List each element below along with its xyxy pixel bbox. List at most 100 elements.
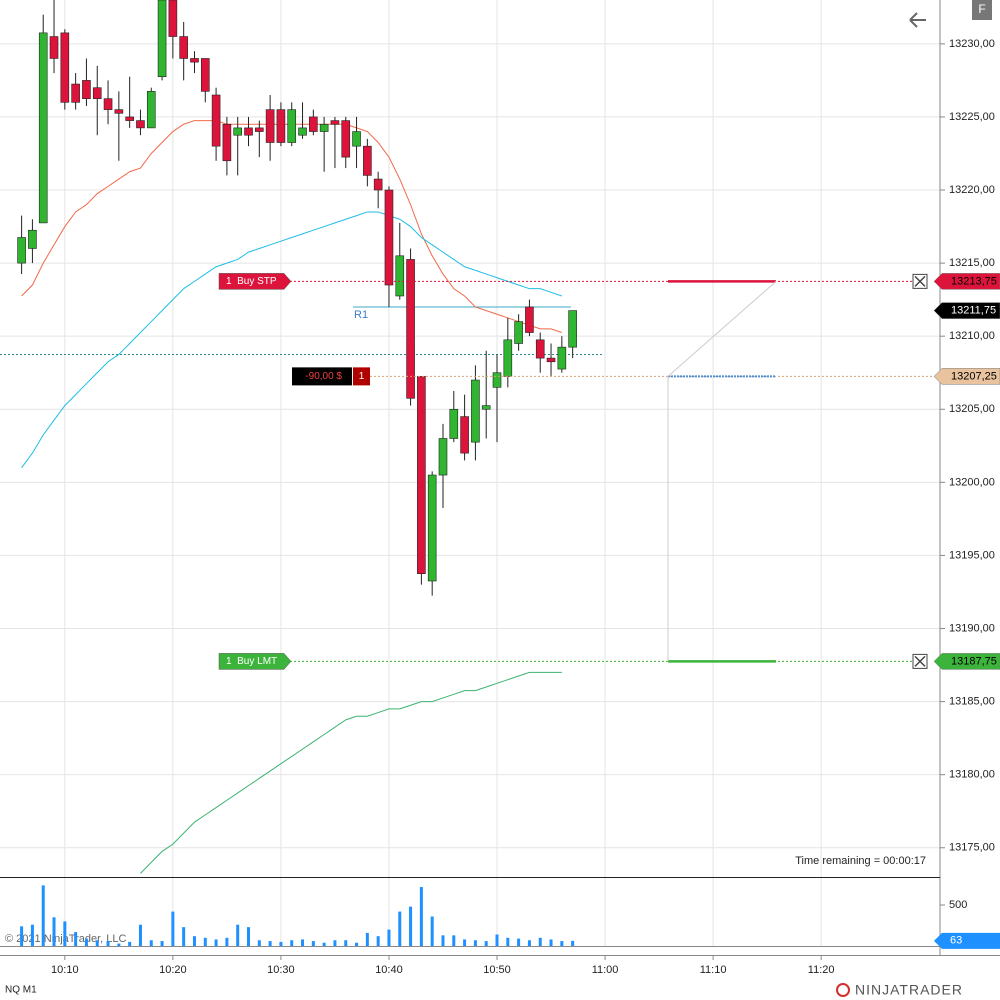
candle-body xyxy=(427,474,437,582)
candle-body xyxy=(309,116,318,132)
y-tick-label: 13210,00 xyxy=(949,330,995,342)
volume-bar xyxy=(355,942,359,946)
candle-body xyxy=(103,98,113,110)
volume-bar xyxy=(365,932,369,946)
price-badge-label: 13207,25 xyxy=(951,370,997,382)
price-badge xyxy=(933,273,1000,290)
volume-bar xyxy=(106,941,110,946)
volume-bar xyxy=(160,941,164,946)
order-tag xyxy=(218,273,292,290)
volume-bar xyxy=(74,932,78,946)
candle-body xyxy=(449,408,459,439)
candle-body xyxy=(92,87,102,99)
time-remaining: Time remaining = 00:00:17 xyxy=(795,855,926,867)
volume-bar xyxy=(322,942,326,946)
candle-body xyxy=(125,116,134,121)
logo-icon xyxy=(836,983,850,997)
y-tick-label: 13205,00 xyxy=(949,403,995,415)
volume-bar xyxy=(214,939,218,946)
order-cancel-x xyxy=(914,655,926,667)
volume-bar xyxy=(398,911,402,946)
volume-bar xyxy=(236,924,240,946)
grid xyxy=(0,0,940,946)
candle-body xyxy=(525,306,534,333)
price-badge-label: 13187,75 xyxy=(951,655,997,667)
volume-bar xyxy=(387,929,391,946)
candle-body xyxy=(438,438,448,476)
quantity-box xyxy=(353,367,370,386)
indicator-line xyxy=(140,671,562,874)
candle-body xyxy=(244,127,253,136)
x-tick-label: 10:50 xyxy=(483,964,511,976)
candle-body xyxy=(168,0,178,37)
volume-bar xyxy=(171,911,175,946)
x-tick-label: 11:20 xyxy=(808,964,835,976)
volume-bar xyxy=(95,940,99,946)
candle-body xyxy=(298,127,307,136)
candle-body xyxy=(38,32,48,224)
volume-bar xyxy=(290,940,294,946)
volume-bar xyxy=(419,887,423,946)
candle-body xyxy=(341,120,351,158)
volume-bar xyxy=(484,941,488,946)
logo: NINJATRADER xyxy=(855,982,963,998)
volume-bar xyxy=(506,937,510,946)
candle-body xyxy=(255,127,264,132)
candle-body xyxy=(352,131,361,147)
candle-body xyxy=(395,255,405,297)
candle-body xyxy=(146,91,156,129)
y-tick-label: 500 xyxy=(949,899,967,911)
y-tick-label: 13230,00 xyxy=(949,38,995,50)
candle-body xyxy=(222,123,232,162)
candle-body xyxy=(319,123,329,132)
x-tick-label: 10:10 xyxy=(51,964,79,976)
candle-body xyxy=(546,357,556,363)
price-badge-label: 13213,75 xyxy=(951,275,997,287)
y-tick-label: 13195,00 xyxy=(949,549,995,561)
candle-body xyxy=(471,379,480,443)
x-tick-label: 11:10 xyxy=(700,964,727,976)
volume-bar xyxy=(128,941,132,946)
candle-body xyxy=(481,405,491,410)
candle-body xyxy=(363,145,372,176)
volume-bar xyxy=(20,926,24,946)
volume-bar xyxy=(149,940,153,946)
volume-bar xyxy=(84,938,88,946)
volume-bar xyxy=(333,940,337,946)
candle-body xyxy=(233,127,243,136)
volume-bar xyxy=(344,940,348,946)
y-tick-label: 13215,00 xyxy=(949,257,995,269)
order-tag xyxy=(218,653,292,670)
volume-bar xyxy=(41,885,45,946)
candle-body xyxy=(28,229,37,249)
back-arrow[interactable] xyxy=(909,12,926,28)
candle-body xyxy=(265,109,275,143)
candle-body xyxy=(49,36,59,59)
volume-bar xyxy=(138,924,142,946)
button-label[interactable]: F xyxy=(978,2,985,16)
candle-body xyxy=(514,321,523,344)
volume-bar xyxy=(63,921,67,946)
candle-body xyxy=(179,36,188,59)
volume-bar xyxy=(409,906,413,946)
volume-bar xyxy=(203,937,207,946)
volume-bar xyxy=(527,940,531,946)
indicator-line xyxy=(21,211,562,469)
quantity-label: 1 xyxy=(359,371,365,382)
volume-bar xyxy=(452,935,456,946)
candle-body xyxy=(373,178,383,191)
candle-body xyxy=(417,376,426,575)
candle-body xyxy=(406,259,415,399)
candle-body xyxy=(503,339,513,377)
x-tick-label: 10:30 xyxy=(267,964,295,976)
volume-bar xyxy=(30,924,34,946)
button[interactable] xyxy=(972,0,992,20)
candle-body xyxy=(557,346,567,370)
candle-body xyxy=(200,58,210,92)
candle-body xyxy=(17,237,26,264)
candle-body xyxy=(287,109,297,143)
volume-bar xyxy=(225,937,229,946)
x-tick-label: 11:00 xyxy=(592,964,619,976)
